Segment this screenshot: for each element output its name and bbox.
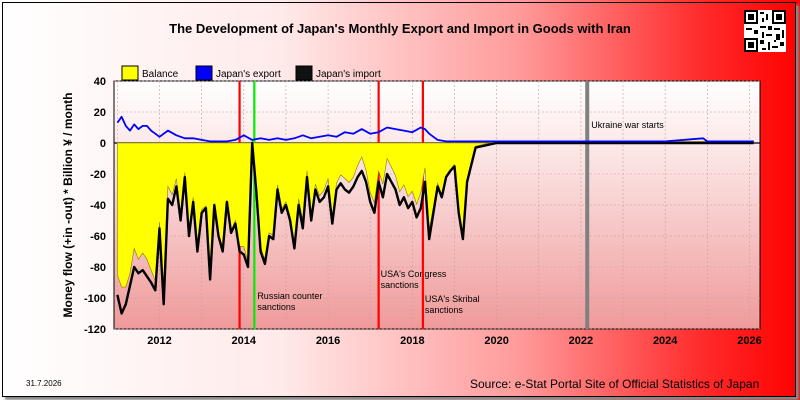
x-tick-label: 2020 <box>484 335 508 347</box>
y-tick-label: -80 <box>90 262 106 274</box>
series-export-line <box>116 115 754 143</box>
legend: Balance Japan's export Japan's import <box>121 65 381 81</box>
y-tick-label: -100 <box>84 293 106 305</box>
legend-balance-label: Balance <box>142 69 179 80</box>
y-tick-label: 20 <box>94 107 106 119</box>
series-import-line <box>116 141 754 315</box>
legend-import-swatch <box>295 65 313 81</box>
legend-export-swatch <box>195 65 213 81</box>
y-tick-label: -120 <box>84 324 106 336</box>
marker-label: Russian counter sanctions <box>257 291 322 312</box>
marker-label: USA's Congress sanctions <box>381 269 447 290</box>
legend-import-label: Japan's import <box>316 69 381 80</box>
x-tick-label: 2012 <box>147 335 171 347</box>
y-tick-label: 40 <box>94 76 106 88</box>
x-tick-label: 2018 <box>400 335 424 347</box>
y-tick-label: -40 <box>90 200 106 212</box>
x-tick-label: 2022 <box>569 335 593 347</box>
y-tick-label: -20 <box>90 169 106 181</box>
y-axis-label: Money flow (+in -out) * Billion ¥ / mont… <box>61 93 75 318</box>
y-tick-label: 0 <box>100 138 106 150</box>
x-tick-label: 2024 <box>653 335 678 347</box>
marker-label: USA's Skribal sanctions <box>425 294 480 315</box>
legend-balance-swatch <box>121 65 139 81</box>
x-tick-label: 2014 <box>232 335 257 347</box>
marker-label: Ukraine war starts <box>591 120 664 130</box>
y-tick-label: -60 <box>90 231 106 243</box>
chart-title: The Development of Japan's Monthly Expor… <box>169 21 631 36</box>
qr-code-icon <box>744 10 786 52</box>
legend-export-label: Japan's export <box>216 69 281 80</box>
x-tick-label: 2016 <box>316 335 340 347</box>
x-tick-label: 2026 <box>737 335 761 347</box>
date-stamp: 31.7.2026 <box>26 379 62 388</box>
source-text: Source: e-Stat Portal Site of Official S… <box>470 377 760 391</box>
